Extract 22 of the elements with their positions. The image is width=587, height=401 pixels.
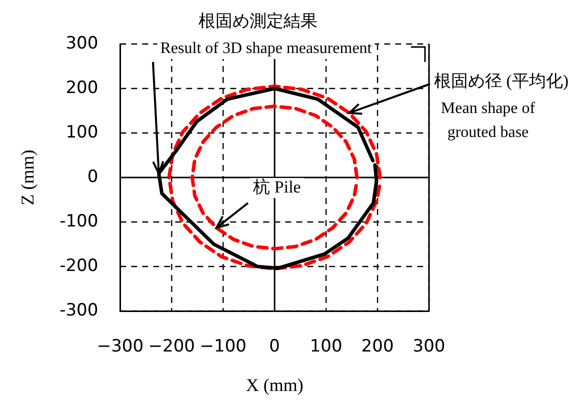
x-tick-label: −300 [96, 336, 144, 357]
line-series [190, 104, 359, 250]
y-tick-label: -300 [60, 300, 98, 320]
y-axis-title: Z (mm) [18, 150, 38, 206]
x-axis-title: X (mm) [246, 374, 304, 395]
x-tick-label: 200 [361, 336, 394, 357]
annotation: 杭 Pile [252, 177, 301, 196]
x-tick-label: 100 [310, 336, 342, 357]
x-tick-label: 0 [269, 336, 280, 357]
text: 根固め測定結果 [198, 11, 318, 30]
y-tick-label: -100 [60, 211, 98, 232]
y-tick-label: 300 [66, 33, 98, 54]
text: Mean shape of grouted base [440, 100, 536, 142]
y-tick-label: -200 [60, 256, 98, 276]
annotation: Result of 3D shape measurement [160, 40, 372, 58]
y-tick-label: 0 [87, 166, 98, 187]
y-tick-label: 100 [66, 122, 98, 142]
y-tick-label: 200 [66, 78, 98, 98]
annotation: 根固め径 (平均化) [434, 71, 569, 90]
x-tick-label: −200 [148, 336, 196, 357]
x-tick-label: 300 [412, 336, 446, 357]
x-tick-label: −100 [200, 336, 246, 357]
